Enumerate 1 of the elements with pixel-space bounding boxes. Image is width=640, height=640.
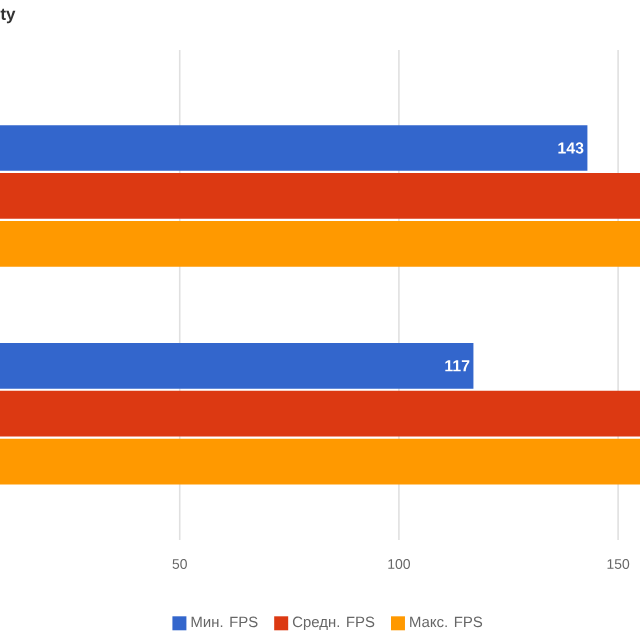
chart-title: ty <box>0 8 16 24</box>
